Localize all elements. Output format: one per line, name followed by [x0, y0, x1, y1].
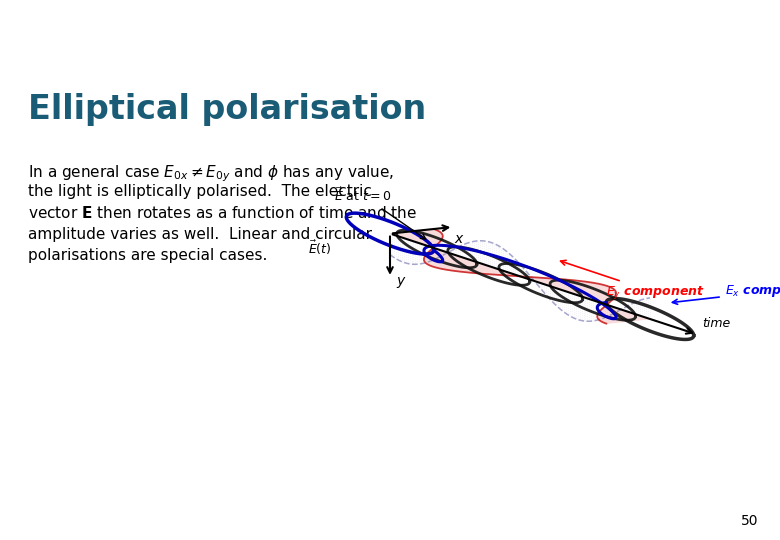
Text: polarisations are special cases.: polarisations are special cases. — [28, 248, 268, 262]
Text: vector $\mathbf{E}$ then rotates as a function of time and the: vector $\mathbf{E}$ then rotates as a fu… — [28, 205, 417, 221]
Text: 50: 50 — [740, 514, 758, 528]
Text: In a general case $E_{0x} \neq E_{0y}$ and $\phi$ has any value,: In a general case $E_{0x} \neq E_{0y}$ a… — [28, 163, 394, 184]
Text: $x$: $x$ — [454, 232, 464, 246]
Text: $E_y$ component: $E_y$ component — [561, 260, 705, 301]
Text: $\vec{E}$ at $t=0$: $\vec{E}$ at $t=0$ — [335, 187, 426, 239]
Text: $\vec{E}(t)$: $\vec{E}(t)$ — [308, 239, 332, 257]
Text: time: time — [702, 317, 730, 330]
Text: Elliptical polarisation: Elliptical polarisation — [28, 93, 426, 126]
Text: amplitude varies as well.  Linear and circular: amplitude varies as well. Linear and cir… — [28, 227, 372, 241]
Text: ♖UCL: ♖UCL — [688, 20, 760, 44]
Text: $y$: $y$ — [396, 275, 406, 290]
Text: the light is elliptically polarised.  The electric: the light is elliptically polarised. The… — [28, 184, 372, 199]
Text: $E_x$ component: $E_x$ component — [672, 283, 780, 305]
